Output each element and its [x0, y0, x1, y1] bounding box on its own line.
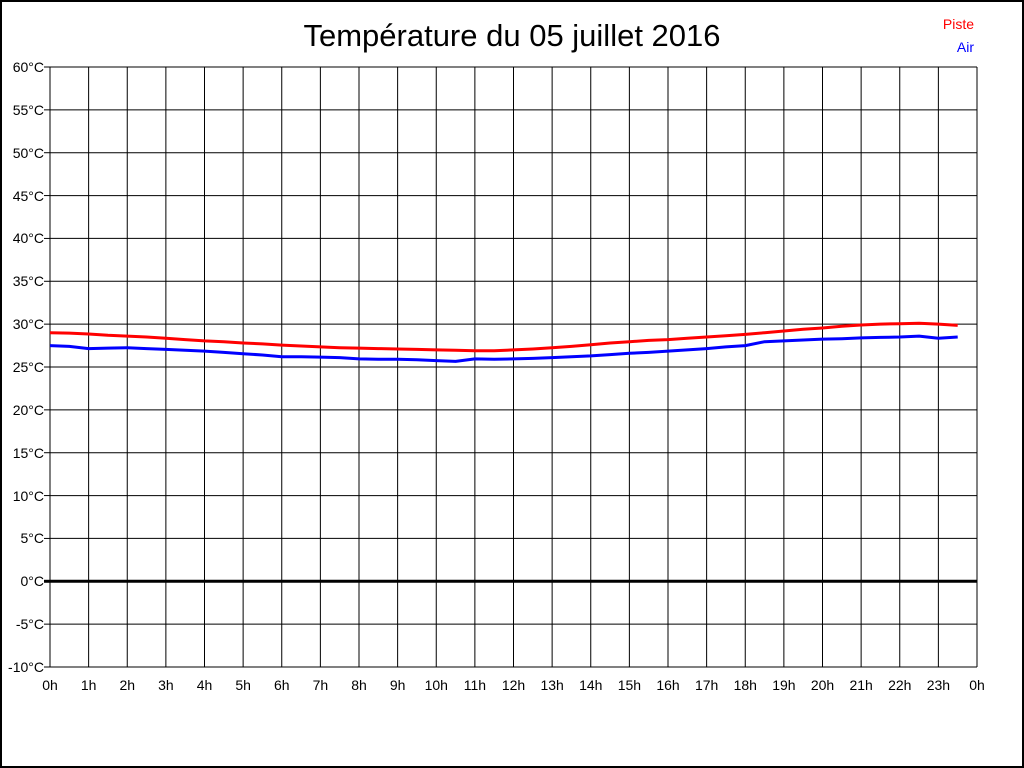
legend-item-air: Air — [943, 36, 974, 59]
x-tick-label: 18h — [733, 677, 757, 693]
y-tick-label: 5°C — [20, 530, 45, 547]
x-tick-label: 4h — [196, 677, 213, 693]
legend: Piste Air — [943, 13, 974, 59]
legend-label-air: Air — [956, 39, 974, 55]
x-tick-label: 19h — [772, 677, 796, 693]
y-tick-label: 40°C — [12, 230, 44, 247]
y-tick-label: 10°C — [12, 487, 44, 504]
x-tick-label: 12h — [501, 677, 526, 693]
x-tick-label: 6h — [273, 677, 290, 693]
legend-item-piste: Piste — [943, 13, 974, 36]
y-tick-label: 25°C — [12, 359, 44, 375]
chart-title: Température du 05 juillet 2016 — [303, 18, 721, 53]
series-line-piste — [49, 321, 958, 353]
x-tick-label: 15h — [617, 677, 642, 693]
y-tick-label: 45°C — [12, 187, 44, 204]
x-tick-label: 0h — [42, 677, 58, 693]
x-tick-label: 16h — [656, 677, 680, 693]
x-tick-label: 13h — [540, 677, 564, 693]
series-line-air — [49, 334, 958, 363]
y-tick-label: 60°C — [12, 59, 44, 75]
y-tick-label: 0°C — [20, 573, 45, 590]
x-tick-label: 20h — [810, 677, 835, 693]
x-tick-label: 2h — [119, 677, 136, 693]
legend-label-piste: Piste — [942, 16, 974, 32]
x-tick-label: 21h — [849, 677, 873, 693]
x-tick-label: 10h — [424, 677, 448, 693]
x-tick-label: 3h — [158, 677, 174, 693]
y-tick-label: 30°C — [12, 316, 44, 333]
x-tick-label: 11h — [463, 677, 487, 693]
x-tick-label: 14h — [579, 677, 603, 693]
x-tick-label: 7h — [312, 677, 329, 693]
y-tick-label: 35°C — [12, 273, 44, 290]
y-tick-label: 15°C — [12, 444, 44, 461]
x-tick-label: 22h — [888, 677, 912, 693]
x-tick-label: 17h — [694, 677, 719, 693]
x-tick-label: 8h — [351, 677, 367, 693]
y-tick-label: -5°C — [15, 616, 44, 633]
x-tick-label: 0h — [969, 677, 985, 693]
x-tick-label: 5h — [235, 677, 251, 693]
y-tick-label: 50°C — [12, 144, 44, 161]
x-tick-label: 1h — [80, 677, 97, 693]
y-tick-label: 20°C — [12, 401, 44, 418]
y-tick-label: -10°C — [8, 659, 44, 675]
x-tick-label: 9h — [389, 677, 406, 693]
x-tick-label: 23h — [926, 677, 951, 693]
y-tick-label: 55°C — [12, 101, 44, 118]
